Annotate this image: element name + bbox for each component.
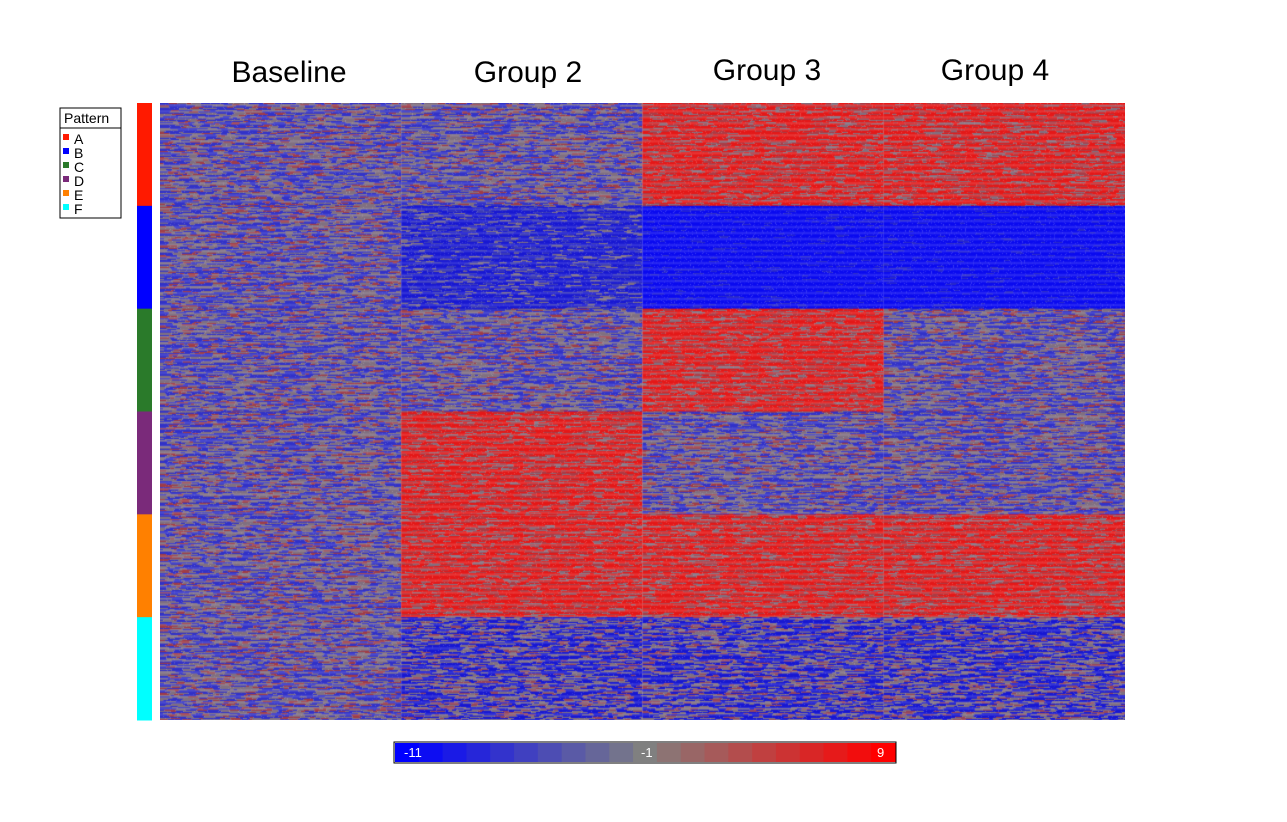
color-scale-step [704, 743, 729, 762]
legend-title: Pattern [64, 110, 109, 126]
legend-label-d: D [74, 173, 84, 189]
sidebar-block-c [137, 308, 152, 412]
legend-swatch-d [63, 176, 69, 182]
color-scale-max-label: 9 [877, 745, 884, 760]
color-scale-step [680, 743, 706, 762]
color-scale-step [728, 743, 753, 762]
legend-swatch-c [63, 162, 69, 168]
legend-label-a: A [74, 131, 84, 147]
color-scale-step [633, 743, 658, 762]
color-scale-step [752, 743, 777, 762]
column-title-baseline: Baseline [231, 56, 346, 89]
color-scale-gradient [395, 743, 896, 762]
legend-swatch-f [63, 204, 69, 210]
heatmap-cells [160, 103, 1125, 720]
sidebar-block-d [137, 411, 152, 515]
color-scale: -11 -1 9 [393, 741, 897, 764]
legend-box [59, 107, 122, 219]
color-scale-step [395, 743, 420, 762]
legend-swatch-b [63, 148, 69, 154]
color-scale-step [561, 743, 587, 762]
sidebar-block-e [137, 514, 152, 618]
legend-label-c: C [74, 159, 84, 175]
legend-label-b: B [74, 145, 83, 161]
color-scale-step [609, 743, 634, 762]
sidebar-block-f [137, 617, 152, 721]
legend-swatch-a [63, 134, 69, 140]
color-scale-step [514, 743, 539, 762]
column-title-group-3: Group 3 [713, 54, 821, 87]
color-scale-min-label: -11 [404, 745, 422, 760]
color-scale-step [537, 743, 563, 762]
color-scale-step [847, 743, 872, 762]
color-scale-step [823, 743, 848, 762]
color-scale-step [775, 743, 801, 762]
sidebar-block-b [137, 205, 152, 310]
color-scale-step [466, 743, 491, 762]
pattern-sidebar [137, 103, 152, 721]
color-scale-border [393, 741, 897, 764]
legend-label-e: E [74, 187, 83, 203]
color-scale-step [418, 743, 444, 762]
column-title-group-4: Group 4 [941, 54, 1049, 87]
legend-swatch-e [63, 190, 69, 196]
column-title-group-2: Group 2 [474, 56, 582, 89]
color-scale-mid-label: -1 [641, 745, 653, 760]
color-scale-step [442, 743, 468, 762]
color-scale-step [871, 743, 896, 762]
color-scale-step [490, 743, 515, 762]
color-scale-step [799, 743, 825, 762]
sidebar-block-a [137, 103, 152, 207]
legend-label-f: F [74, 201, 83, 217]
color-scale-step [585, 743, 610, 762]
color-scale-step [656, 743, 682, 762]
